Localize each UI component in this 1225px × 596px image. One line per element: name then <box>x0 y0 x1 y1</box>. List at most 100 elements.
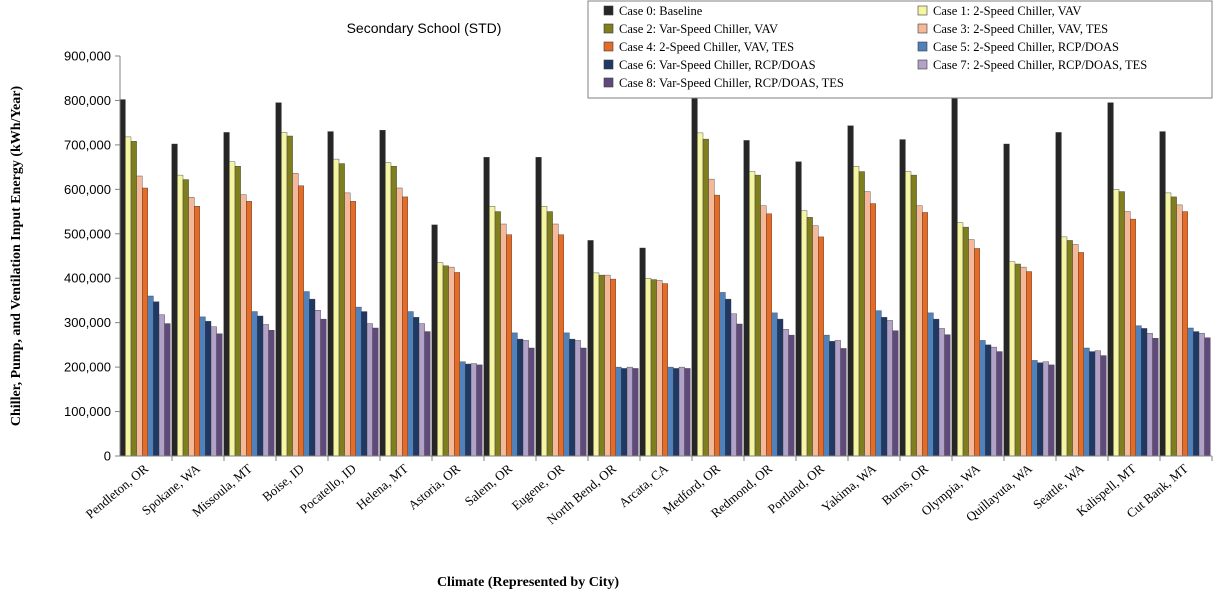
bar <box>177 174 184 457</box>
bar <box>899 139 906 457</box>
bar <box>910 174 917 457</box>
bar <box>234 166 241 457</box>
legend-label: Case 5: 2-Speed Chiller, RCP/DOAS <box>933 40 1119 54</box>
bar <box>465 363 472 457</box>
y-tick-label: 300,000 <box>64 315 111 330</box>
bar <box>730 313 737 457</box>
bar <box>424 331 431 457</box>
bar <box>1129 218 1136 457</box>
bar <box>650 279 657 457</box>
bar <box>546 211 553 457</box>
bar <box>621 368 628 457</box>
bar <box>645 278 652 457</box>
bar <box>580 347 587 457</box>
bar <box>656 280 663 457</box>
bar <box>418 323 425 457</box>
bar <box>875 310 882 457</box>
bar <box>563 332 570 457</box>
bar <box>522 340 529 457</box>
bar <box>777 318 784 457</box>
bar <box>251 311 258 457</box>
bar <box>667 366 674 457</box>
bar <box>476 364 483 457</box>
bar <box>760 205 767 457</box>
bar <box>858 171 865 457</box>
bar <box>766 213 773 457</box>
legend-swatch <box>603 77 614 88</box>
bar <box>125 136 132 457</box>
legend-swatch <box>917 41 928 52</box>
bar <box>494 211 501 457</box>
bar <box>632 368 639 457</box>
y-tick-label: 900,000 <box>64 49 111 64</box>
bar <box>1083 347 1090 457</box>
bar <box>702 138 709 457</box>
y-tick-label: 100,000 <box>64 404 111 419</box>
bar <box>593 272 600 457</box>
bar <box>782 329 789 457</box>
bar <box>1009 261 1016 457</box>
bar <box>823 334 830 457</box>
bar <box>240 194 247 457</box>
bar <box>1061 236 1068 457</box>
bar <box>818 236 825 457</box>
bar <box>314 310 321 457</box>
bar <box>714 194 721 457</box>
bar <box>725 298 732 457</box>
x-tick-label: Portland, OR <box>765 461 827 517</box>
bar <box>829 341 836 457</box>
bar <box>1025 271 1032 457</box>
bar <box>840 348 847 457</box>
legend-swatch <box>603 5 614 16</box>
bar <box>286 135 293 457</box>
bar <box>736 323 743 457</box>
bar <box>916 205 923 457</box>
bar <box>558 234 565 457</box>
bar <box>1181 211 1188 457</box>
bar <box>448 266 455 457</box>
x-tick-label: Pocatello, ID <box>297 461 359 517</box>
x-tick-label: Boise, ID <box>259 461 307 505</box>
bar <box>788 334 795 457</box>
bar <box>147 295 154 457</box>
bar <box>771 312 778 457</box>
legend-swatch <box>603 41 614 52</box>
bar <box>806 217 813 457</box>
x-axis-title: Climate (Represented by City) <box>437 575 619 590</box>
bar <box>483 157 490 457</box>
bar <box>1100 355 1107 457</box>
bar <box>489 206 496 457</box>
bar <box>944 334 951 457</box>
bars-layer <box>119 96 1211 457</box>
bar <box>604 274 611 457</box>
bar <box>459 361 466 457</box>
bar <box>886 320 893 457</box>
bar <box>881 317 888 457</box>
bar <box>951 96 958 457</box>
y-tick-label: 700,000 <box>64 137 111 152</box>
bar <box>1113 189 1120 457</box>
bar <box>470 363 477 457</box>
bar <box>615 366 622 457</box>
bar <box>1014 263 1021 457</box>
y-tick-label: 800,000 <box>64 93 111 108</box>
x-tick-label: Pendleton, OR <box>83 461 152 522</box>
bar <box>153 301 160 457</box>
bar <box>130 141 137 457</box>
bar <box>188 197 195 457</box>
bar <box>413 317 420 457</box>
x-tick-label: Burns, OR <box>879 461 931 508</box>
bar <box>626 366 633 457</box>
bar <box>366 323 373 457</box>
bar <box>535 157 542 457</box>
bar <box>182 179 189 457</box>
bar <box>834 340 841 457</box>
bar <box>431 224 438 457</box>
bar <box>350 201 357 457</box>
bar <box>678 366 685 457</box>
bar <box>338 163 345 457</box>
legend-swatch <box>603 23 614 34</box>
bar <box>639 247 646 457</box>
bar <box>541 206 548 457</box>
bar <box>171 143 178 457</box>
